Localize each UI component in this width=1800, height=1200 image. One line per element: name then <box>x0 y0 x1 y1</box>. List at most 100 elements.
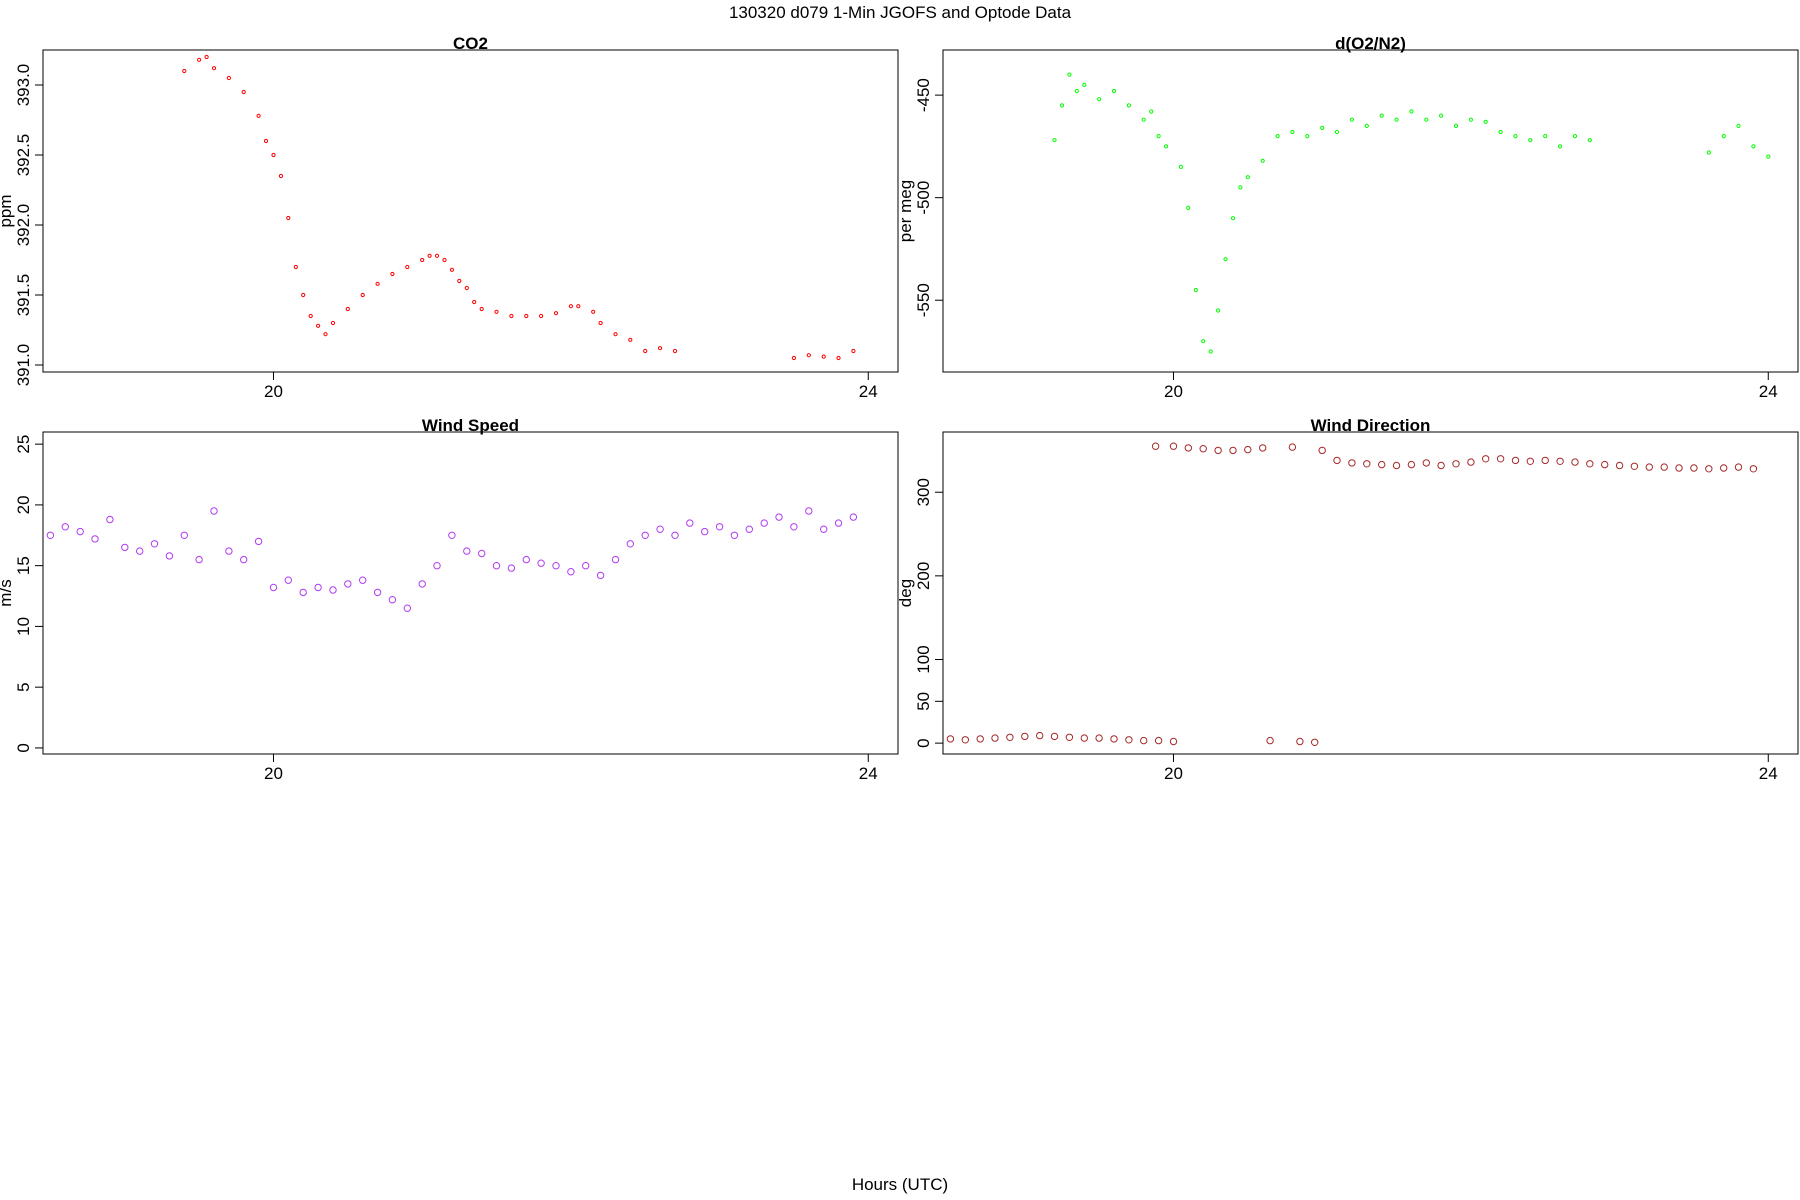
data-point <box>656 525 664 533</box>
data-point <box>1645 463 1654 471</box>
chart-title: CO2 <box>453 34 488 53</box>
data-point <box>463 547 471 555</box>
data-point <box>330 320 336 326</box>
x-tick-label: 24 <box>1759 382 1778 401</box>
data-point <box>1111 88 1117 94</box>
data-point <box>1266 736 1274 745</box>
data-points <box>46 507 858 612</box>
data-point <box>293 264 298 270</box>
x-tick-label: 24 <box>859 764 878 783</box>
data-point <box>150 540 159 548</box>
data-point <box>323 332 328 337</box>
chart-title: Wind Speed <box>422 416 519 435</box>
y-tick-label: 50 <box>914 692 933 711</box>
data-point <box>1660 463 1668 471</box>
data-point <box>1074 88 1079 94</box>
data-point <box>464 285 469 291</box>
data-point <box>745 525 753 533</box>
data-point <box>180 531 189 539</box>
data-point <box>1186 205 1191 210</box>
data-point <box>91 535 99 543</box>
data-point <box>1363 460 1371 468</box>
data-point <box>1482 455 1490 463</box>
data-point <box>1706 150 1711 155</box>
data-point <box>1424 117 1429 122</box>
data-point <box>1364 123 1369 129</box>
data-point <box>507 564 516 572</box>
y-tick-label: 10 <box>14 617 33 636</box>
data-point <box>388 596 397 604</box>
data-point <box>472 299 477 305</box>
data-point <box>1736 123 1741 129</box>
data-point <box>1528 138 1533 143</box>
data-points <box>946 442 1758 746</box>
data-point <box>1095 734 1103 742</box>
data-point <box>641 531 649 539</box>
y-tick-label: -500 <box>914 181 933 215</box>
data-point <box>836 355 841 361</box>
data-point <box>1571 458 1579 466</box>
data-point <box>1141 117 1146 122</box>
data-point <box>1059 103 1065 108</box>
y-tick-label: 393.0 <box>14 64 33 107</box>
data-point <box>1394 117 1399 122</box>
data-point <box>1169 737 1178 746</box>
data-point <box>1513 134 1518 139</box>
y-tick-label: 100 <box>914 645 933 673</box>
data-point <box>1201 339 1206 344</box>
data-point <box>263 138 269 144</box>
y-tick-label: 392.5 <box>14 134 33 177</box>
data-point <box>1556 457 1564 465</box>
x-tick-label: 20 <box>1164 382 1183 401</box>
data-point <box>568 304 574 309</box>
x-tick-label: 20 <box>264 382 283 401</box>
data-point <box>299 588 307 597</box>
chart-panels: CO2 20 24 391.0 391.5 392.0 392.5 393.0 ppm d(O2/… <box>0 34 1799 783</box>
data-point <box>1275 134 1280 139</box>
y-axis-label: per meg <box>896 180 915 242</box>
y-tick-label: 392.0 <box>14 204 33 247</box>
data-point <box>1452 460 1460 468</box>
data-point <box>360 292 365 298</box>
data-point <box>791 355 797 361</box>
data-point <box>671 531 679 539</box>
data-point <box>805 507 813 515</box>
data-points <box>182 54 856 361</box>
data-point <box>1333 456 1341 465</box>
data-point <box>301 292 306 298</box>
data-point <box>76 527 84 536</box>
data-point <box>1149 109 1154 114</box>
data-point <box>1163 144 1169 149</box>
data-point <box>449 267 454 272</box>
data-point <box>1422 459 1431 467</box>
data-point <box>197 57 202 62</box>
data-point <box>613 332 618 337</box>
data-point <box>1193 287 1198 293</box>
y-tick-label: 391.5 <box>14 274 33 317</box>
data-point <box>976 735 984 743</box>
data-point <box>61 523 70 531</box>
data-point <box>834 519 843 527</box>
data-point <box>522 555 530 564</box>
data-point <box>611 555 620 564</box>
data-point <box>672 348 678 354</box>
data-point <box>524 313 529 319</box>
data-point <box>1214 446 1222 455</box>
data-point <box>418 580 426 588</box>
data-point <box>373 588 382 597</box>
chart-panel-co2: CO2 20 24 391.0 391.5 392.0 392.5 393.0 ppm <box>0 34 899 401</box>
data-point <box>269 583 278 592</box>
data-point <box>643 348 648 354</box>
data-point <box>1184 444 1193 452</box>
data-point <box>1067 72 1072 77</box>
data-point <box>775 513 783 521</box>
plot-frame <box>942 49 1799 373</box>
data-point <box>433 562 441 570</box>
data-point <box>1572 134 1578 139</box>
data-point <box>1245 175 1250 180</box>
data-point <box>820 525 828 533</box>
y-tick-label: 300 <box>914 478 933 506</box>
plot-frame <box>42 431 899 755</box>
data-point <box>1080 734 1089 742</box>
